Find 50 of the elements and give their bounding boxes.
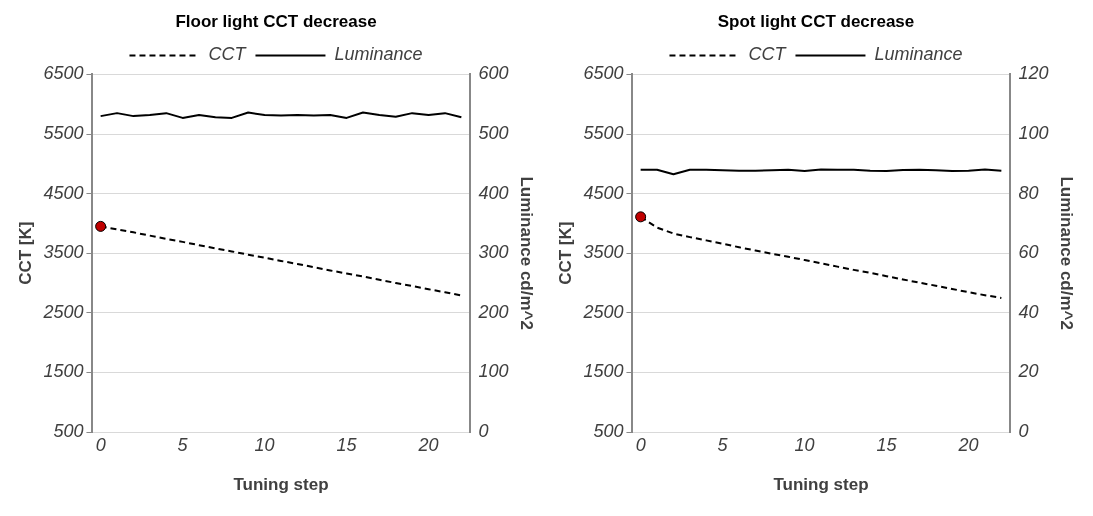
- y-tick-label: 1500: [583, 361, 624, 382]
- y2-tick-label: 120: [1018, 63, 1049, 84]
- y2-tick-label: 400: [478, 182, 509, 203]
- x-tick-label: 15: [336, 434, 358, 455]
- y2-tick-label: 100: [478, 361, 509, 382]
- y-tick-label: 4500: [43, 182, 84, 203]
- chart-title: Spot light CCT decrease: [717, 11, 915, 31]
- y2-tick-label: 40: [1018, 301, 1039, 322]
- y2-tick-label: 100: [1018, 123, 1049, 143]
- y2-tick-label: 20: [1017, 361, 1039, 382]
- y-tick-label: 5500: [583, 123, 624, 143]
- y2-tick-label: 300: [478, 242, 509, 263]
- x-tick-label: 0: [635, 434, 646, 455]
- y-tick-label: 2500: [42, 301, 84, 322]
- x-tick-label: 10: [794, 434, 815, 455]
- legend-label: Luminance: [334, 44, 423, 65]
- x-tick-label: 20: [957, 434, 979, 455]
- y-tick-label: 6500: [43, 63, 84, 84]
- y2-axis-title: Luminance cd/m^2: [517, 176, 537, 330]
- x-tick-label: 5: [177, 434, 189, 455]
- x-tick-label: 20: [417, 434, 439, 455]
- y-tick-label: 3500: [583, 242, 624, 263]
- legend-label: CCT: [748, 44, 788, 65]
- y-axis-title: CCT [K]: [15, 221, 35, 285]
- legend-label: Luminance: [874, 44, 963, 65]
- y2-tick-label: 600: [478, 63, 509, 84]
- x-tick-label: 0: [95, 434, 106, 455]
- x-tick-label: 15: [876, 434, 898, 455]
- y-tick-label: 6500: [583, 63, 624, 84]
- y-tick-label: 500: [53, 421, 84, 441]
- y2-tick-label: 0: [1018, 421, 1029, 441]
- y2-tick-label: 200: [477, 301, 509, 322]
- y-tick-label: 3500: [43, 242, 84, 263]
- y-tick-label: 500: [593, 421, 624, 441]
- x-tick-label: 10: [254, 434, 275, 455]
- y-tick-label: 1500: [43, 361, 84, 382]
- y2-tick-label: 60: [1018, 242, 1039, 263]
- chart-title: Floor light CCT decrease: [175, 11, 377, 31]
- y2-tick-label: 0: [478, 421, 489, 441]
- x-axis-title: Tuning step: [233, 475, 329, 495]
- x-axis-title: Tuning step: [773, 475, 869, 495]
- y-tick-label: 2500: [582, 301, 624, 322]
- legend-label: CCT: [208, 44, 248, 65]
- y2-tick-label: 500: [478, 123, 509, 143]
- x-tick-label: 5: [717, 434, 729, 455]
- y2-axis-title: Luminance cd/m^2: [1057, 176, 1077, 330]
- y-tick-label: 5500: [43, 123, 84, 143]
- y2-tick-label: 80: [1018, 182, 1039, 203]
- y-axis-title: CCT [K]: [555, 221, 575, 285]
- y-tick-label: 4500: [583, 182, 624, 203]
